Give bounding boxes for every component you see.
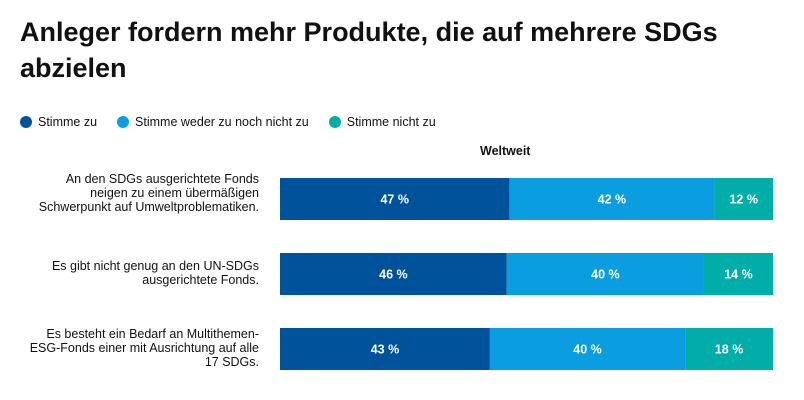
legend-item-disagree: Stimme nicht zu [328,115,436,129]
data-label-agree-row-1: 47 % [380,193,409,207]
legend-label-agree: Stimme zu [38,115,98,129]
category-label-1: An den SDGs ausgerichtete Fonds neigen z… [38,172,259,214]
data-label-agree-row-3: 43 % [371,343,400,357]
legend-item-neutral: Stimme weder zu noch nicht zu [117,115,309,129]
bar-disagree-row-1 [714,178,773,220]
legend-item-agree: Stimme zu [20,115,97,129]
chart-title: Anleger fordern mehr Produkte, die auf m… [20,17,718,83]
bar-agree-row-2 [280,253,507,295]
bar-neutral-row-3 [489,328,686,370]
legend: Stimme zu Stimme weder zu noch nicht zu … [20,115,436,129]
bar-disagree-row-2 [703,253,773,295]
chart-subtitle: Weltweit [480,144,531,158]
legend-label-neutral: Stimme weder zu noch nicht zu [135,115,309,129]
data-label-disagree-row-2: 14 % [724,268,753,282]
data-label-disagree-row-3: 18 % [715,343,744,357]
bar-neutral-row-1 [509,178,715,220]
data-label-neutral-row-1: 42 % [598,193,627,207]
legend-swatch-agree [20,116,32,128]
data-label-agree-row-2: 46 % [379,268,408,282]
legend-label-disagree: Stimme nicht zu [346,115,436,129]
data-label-neutral-row-3: 40 % [573,343,602,357]
bar-agree-row-3 [280,328,490,370]
data-label-neutral-row-2: 40 % [591,268,620,282]
category-label-2: Es gibt nicht genug an den UN-SDGs ausge… [51,259,259,287]
legend-swatch-disagree [328,116,341,128]
bar-agree-row-1 [280,178,510,220]
bar-neutral-row-2 [506,253,704,295]
data-label-disagree-row-1: 12 % [729,193,758,207]
bar-disagree-row-3 [685,328,773,370]
legend-swatch-neutral [117,116,130,128]
category-label-3: Es besteht ein Bedarf an Multithemen-ESG… [29,327,259,369]
